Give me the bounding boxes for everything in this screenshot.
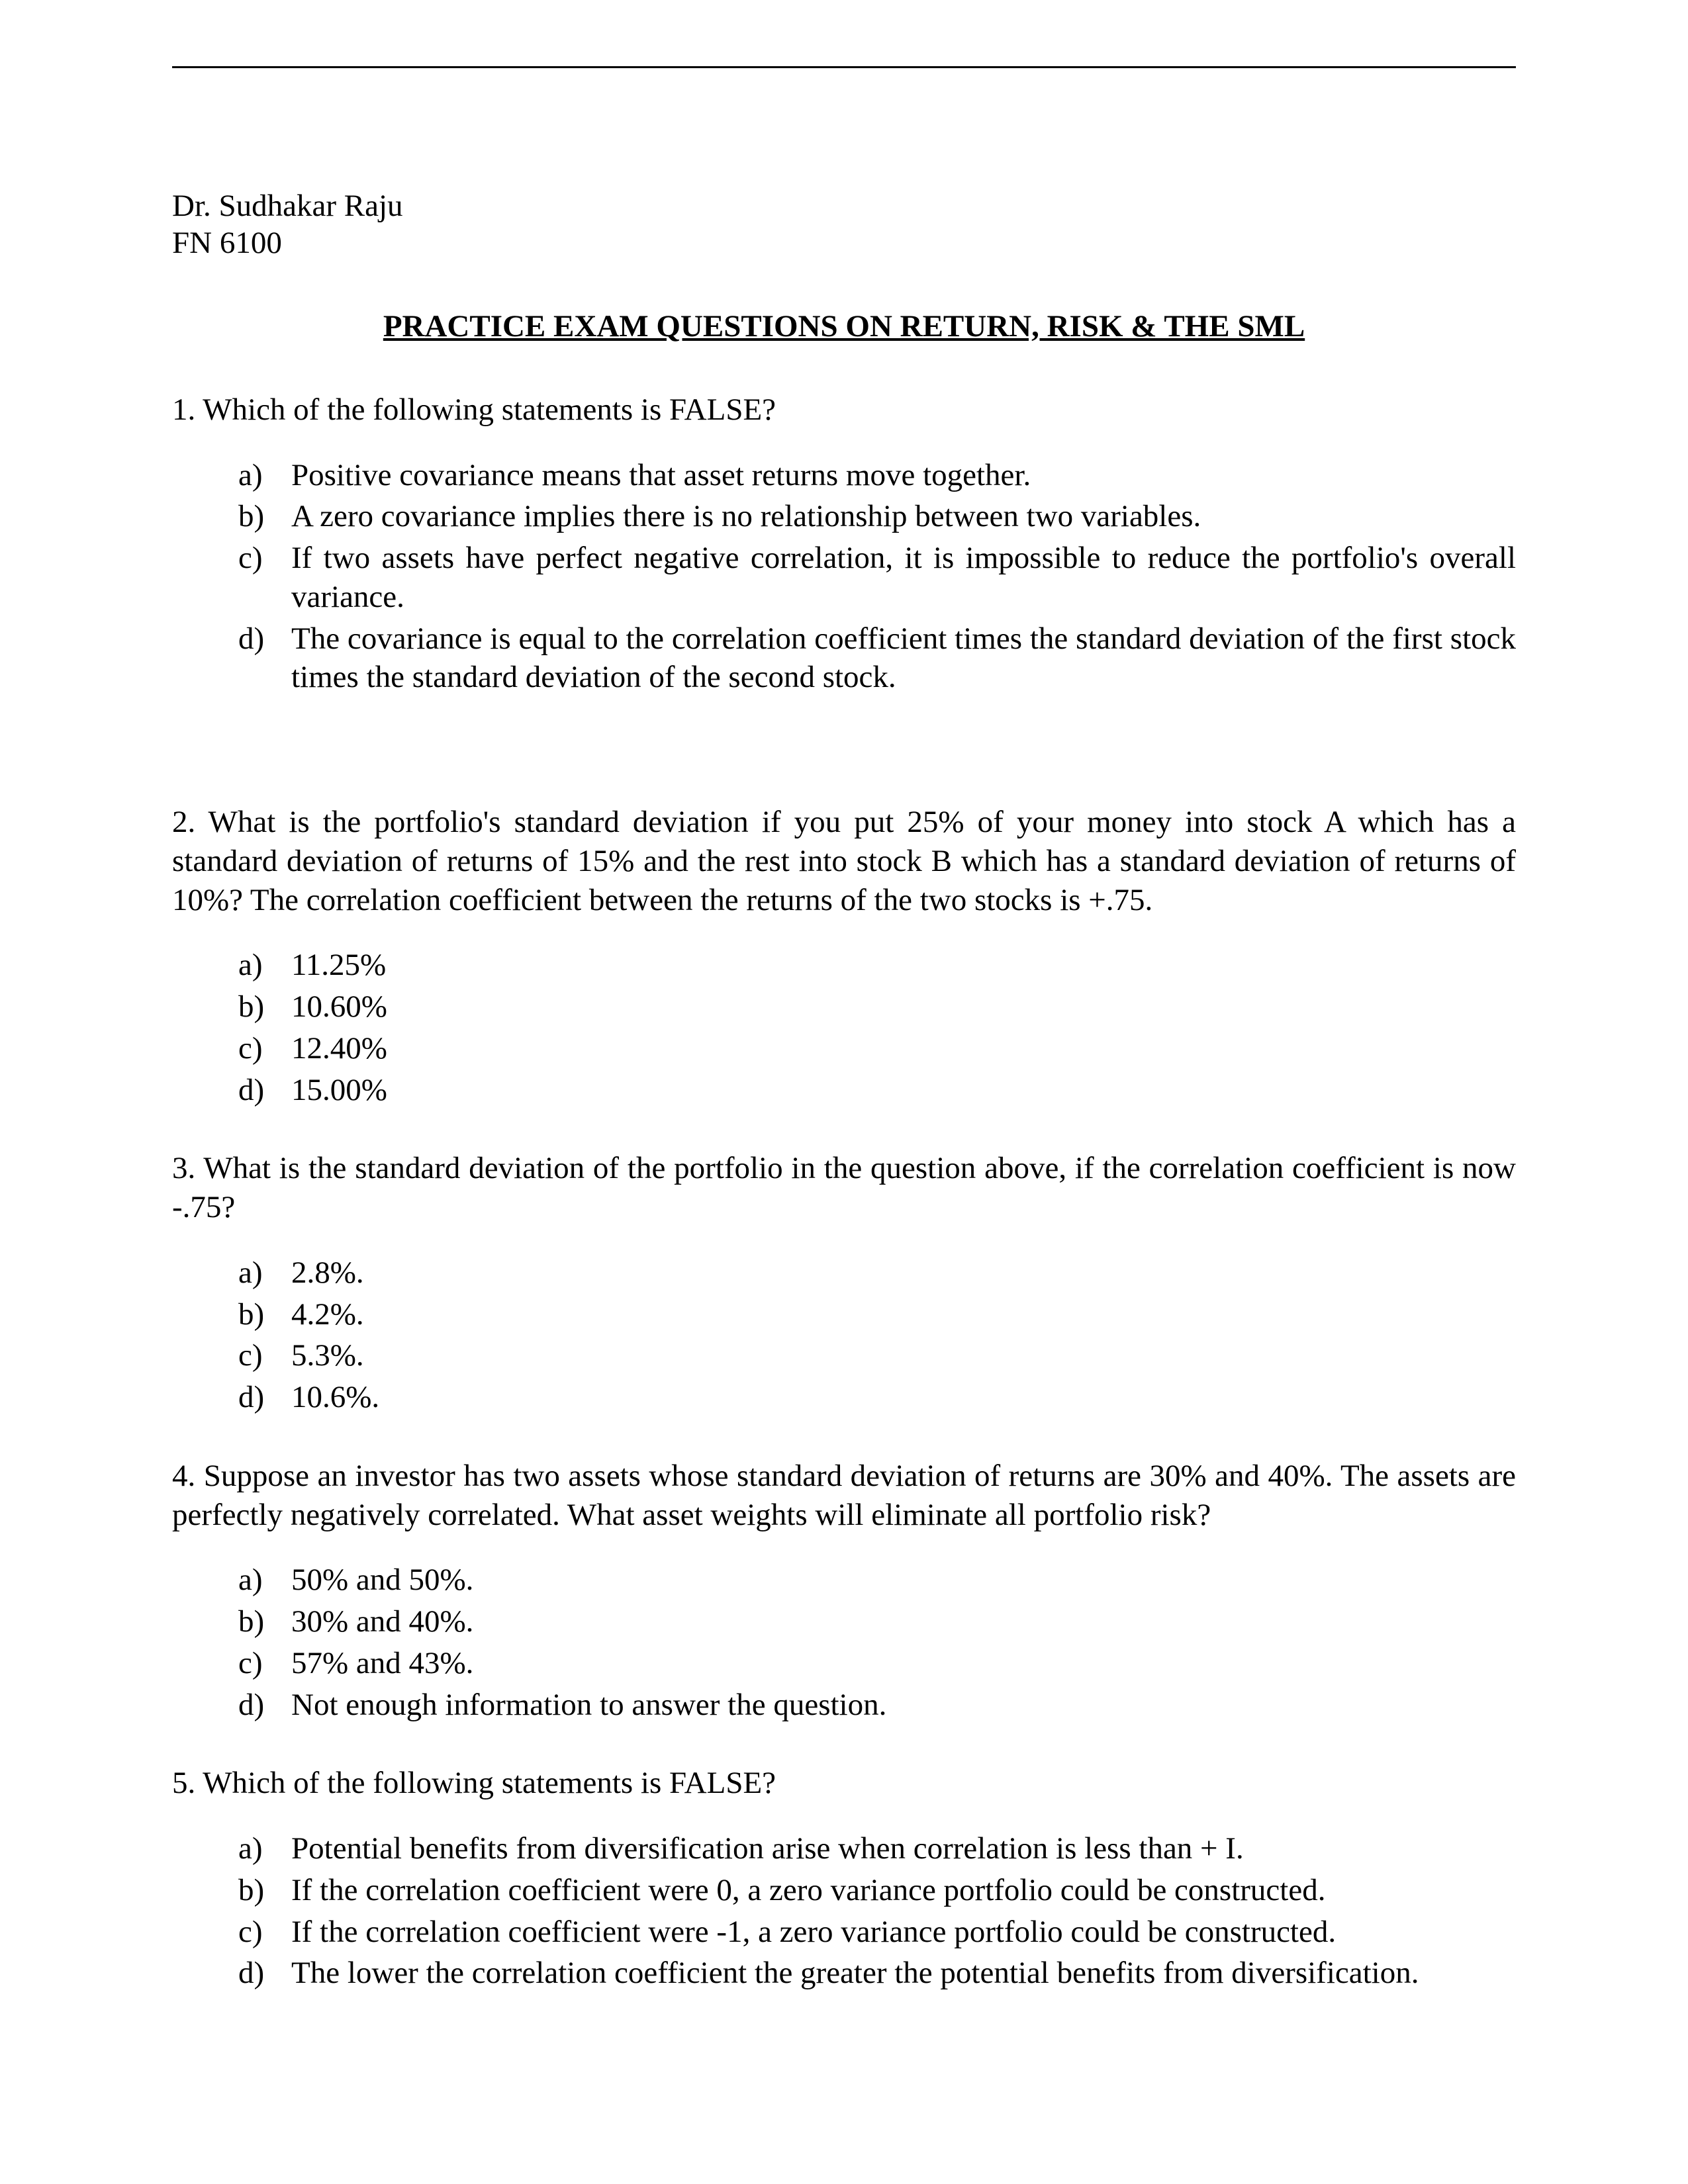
option-letter: c) xyxy=(238,1336,291,1375)
question: 3. What is the standard deviation of the… xyxy=(172,1149,1516,1417)
option-text: 11.25% xyxy=(291,946,1516,985)
option: d)The covariance is equal to the correla… xyxy=(238,619,1516,698)
option-letter: c) xyxy=(238,1913,291,1952)
option: b)4.2%. xyxy=(238,1295,1516,1334)
option: c)5.3%. xyxy=(238,1336,1516,1375)
option-text: 15.00% xyxy=(291,1071,1516,1110)
option-letter: a) xyxy=(238,946,291,985)
option: a)11.25% xyxy=(238,946,1516,985)
page: Dr. Sudhakar Raju FN 6100 PRACTICE EXAM … xyxy=(0,0,1688,2184)
options-list: a)11.25%b)10.60%c)12.40%d)15.00% xyxy=(172,946,1516,1109)
question: 4. Suppose an investor has two assets wh… xyxy=(172,1457,1516,1725)
question-text: 2. What is the portfolio's standard devi… xyxy=(172,803,1516,919)
course-code: FN 6100 xyxy=(172,224,1516,261)
option-text: 4.2%. xyxy=(291,1295,1516,1334)
options-list: a)2.8%.b)4.2%.c)5.3%.d)10.6%. xyxy=(172,1253,1516,1417)
questions-container: 1. Which of the following statements is … xyxy=(172,390,1516,1993)
question: 1. Which of the following statements is … xyxy=(172,390,1516,697)
option-letter: a) xyxy=(238,1561,291,1600)
question: 2. What is the portfolio's standard devi… xyxy=(172,803,1516,1109)
option: d)Not enough information to answer the q… xyxy=(238,1686,1516,1725)
option-letter: d) xyxy=(238,1071,291,1110)
option-letter: b) xyxy=(238,987,291,1026)
option-letter: a) xyxy=(238,1253,291,1293)
option-letter: a) xyxy=(238,456,291,495)
option-letter: c) xyxy=(238,539,291,617)
option: b)A zero covariance implies there is no … xyxy=(238,497,1516,536)
option: b)30% and 40%. xyxy=(238,1602,1516,1641)
option-text: 2.8%. xyxy=(291,1253,1516,1293)
option-letter: d) xyxy=(238,1378,291,1417)
question: 5. Which of the following statements is … xyxy=(172,1764,1516,1993)
option-text: If two assets have perfect negative corr… xyxy=(291,539,1516,617)
option: c)If two assets have perfect negative co… xyxy=(238,539,1516,617)
question-text: 5. Which of the following statements is … xyxy=(172,1764,1516,1803)
option: c)57% and 43%. xyxy=(238,1644,1516,1683)
option: c)If the correlation coefficient were -1… xyxy=(238,1913,1516,1952)
option-text: Positive covariance means that asset ret… xyxy=(291,456,1516,495)
option-letter: d) xyxy=(238,619,291,698)
option-letter: b) xyxy=(238,497,291,536)
option-letter: b) xyxy=(238,1871,291,1910)
option: a)Positive covariance means that asset r… xyxy=(238,456,1516,495)
option-letter: a) xyxy=(238,1829,291,1868)
question-text: 4. Suppose an investor has two assets wh… xyxy=(172,1457,1516,1535)
options-list: a)Positive covariance means that asset r… xyxy=(172,456,1516,698)
document-title: PRACTICE EXAM QUESTIONS ON RETURN, RISK … xyxy=(172,308,1516,344)
option-text: 12.40% xyxy=(291,1029,1516,1068)
option-text: Potential benefits from diversification … xyxy=(291,1829,1516,1868)
option: a)2.8%. xyxy=(238,1253,1516,1293)
option-text: The lower the correlation coefficient th… xyxy=(291,1954,1516,1993)
option: d)10.6%. xyxy=(238,1378,1516,1417)
option: b)If the correlation coefficient were 0,… xyxy=(238,1871,1516,1910)
top-horizontal-rule xyxy=(172,66,1516,68)
option-letter: c) xyxy=(238,1029,291,1068)
option-text: If the correlation coefficient were -1, … xyxy=(291,1913,1516,1952)
option-text: Not enough information to answer the que… xyxy=(291,1686,1516,1725)
options-list: a)50% and 50%.b)30% and 40%.c)57% and 43… xyxy=(172,1561,1516,1724)
option-letter: c) xyxy=(238,1644,291,1683)
options-list: a)Potential benefits from diversificatio… xyxy=(172,1829,1516,1993)
option-text: A zero covariance implies there is no re… xyxy=(291,497,1516,536)
option-text: 50% and 50%. xyxy=(291,1561,1516,1600)
option: b)10.60% xyxy=(238,987,1516,1026)
option-letter: b) xyxy=(238,1602,291,1641)
option: d)15.00% xyxy=(238,1071,1516,1110)
option-letter: b) xyxy=(238,1295,291,1334)
option-text: 10.60% xyxy=(291,987,1516,1026)
option-letter: d) xyxy=(238,1686,291,1725)
option-text: 30% and 40%. xyxy=(291,1602,1516,1641)
option-text: The covariance is equal to the correlati… xyxy=(291,619,1516,698)
option-text: 57% and 43%. xyxy=(291,1644,1516,1683)
question-text: 1. Which of the following statements is … xyxy=(172,390,1516,430)
option-text: 5.3%. xyxy=(291,1336,1516,1375)
option: d)The lower the correlation coefficient … xyxy=(238,1954,1516,1993)
author-block: Dr. Sudhakar Raju FN 6100 xyxy=(172,187,1516,262)
option: a)Potential benefits from diversificatio… xyxy=(238,1829,1516,1868)
option: a)50% and 50%. xyxy=(238,1561,1516,1600)
question-text: 3. What is the standard deviation of the… xyxy=(172,1149,1516,1227)
option: c)12.40% xyxy=(238,1029,1516,1068)
option-text: 10.6%. xyxy=(291,1378,1516,1417)
author-name: Dr. Sudhakar Raju xyxy=(172,187,1516,224)
option-text: If the correlation coefficient were 0, a… xyxy=(291,1871,1516,1910)
option-letter: d) xyxy=(238,1954,291,1993)
